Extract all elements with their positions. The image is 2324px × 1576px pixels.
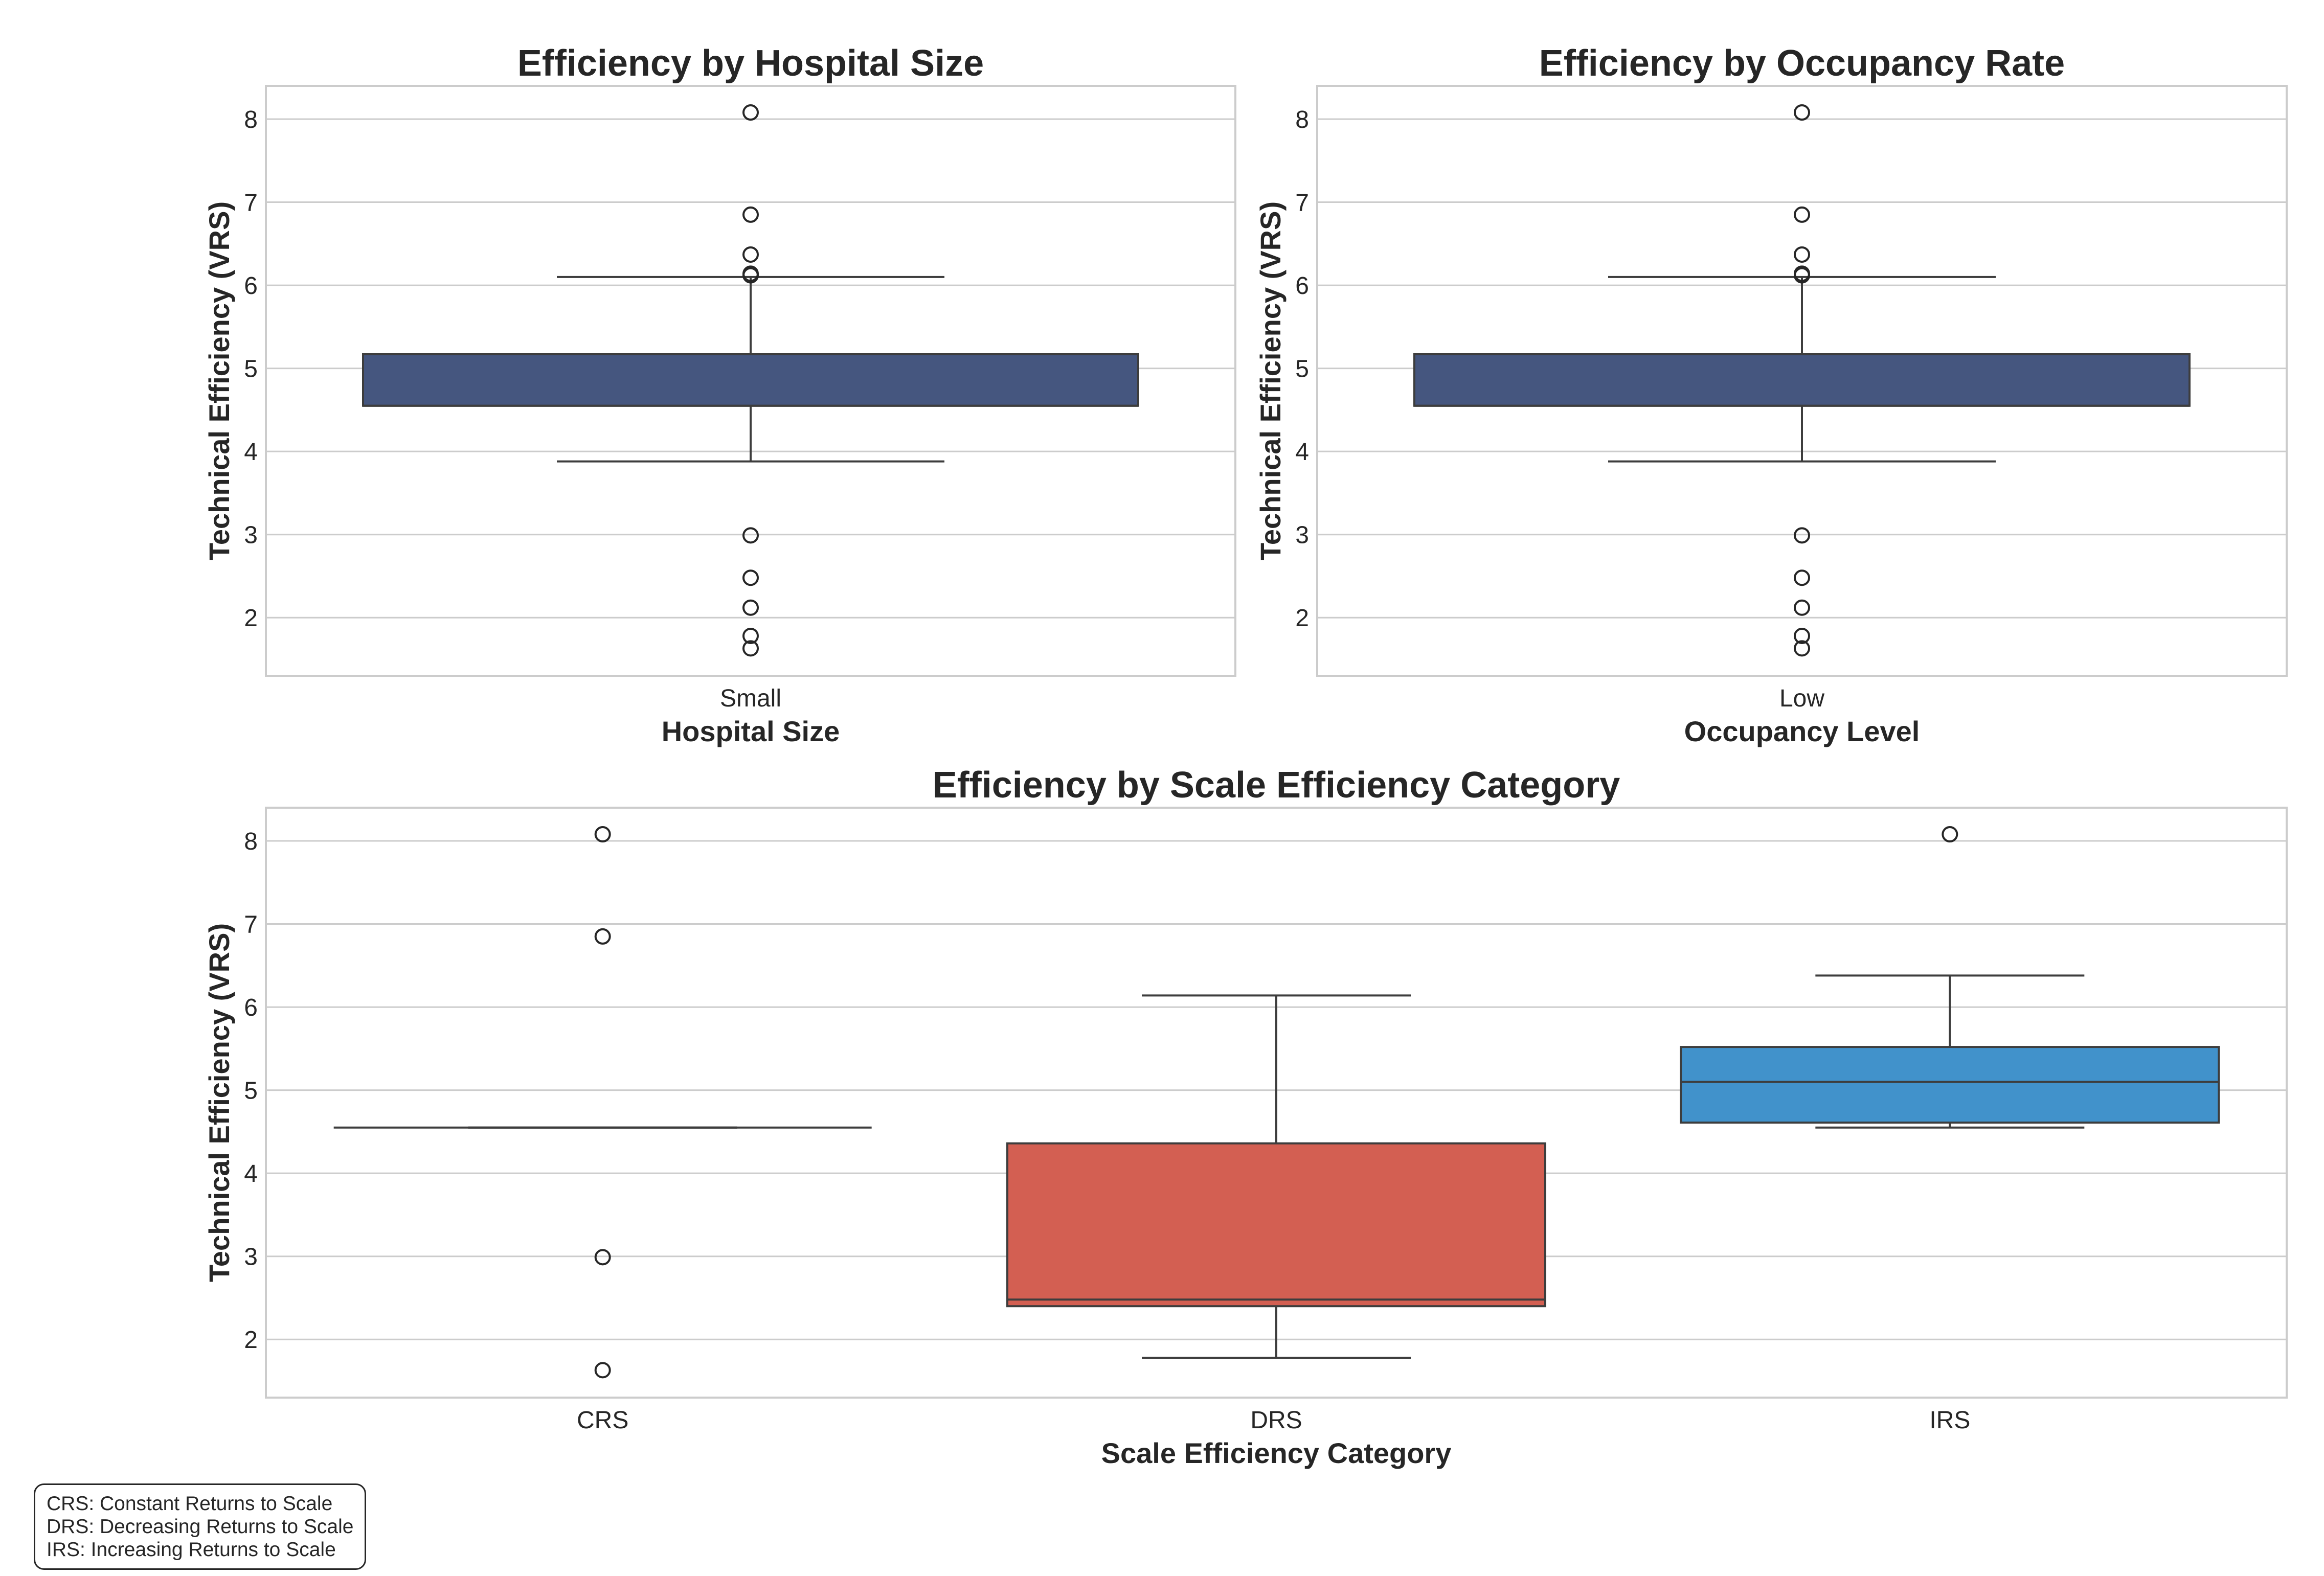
chart-title: Efficiency by Hospital Size bbox=[517, 43, 984, 84]
x-tick-label: Small bbox=[720, 685, 781, 712]
box-small bbox=[362, 353, 1139, 407]
legend-line-drs: DRS: Decreasing Returns to Scale bbox=[47, 1516, 354, 1538]
y-tick-label: 5 bbox=[244, 1078, 258, 1105]
outlier-point bbox=[594, 1249, 611, 1266]
x-tick-label: DRS bbox=[1250, 1407, 1302, 1434]
x-axis-title: Scale Efficiency Category bbox=[1101, 1437, 1452, 1469]
x-axis-title: Hospital Size bbox=[662, 715, 840, 747]
chart-title: Efficiency by Scale Efficiency Category bbox=[933, 765, 1620, 806]
y-tick-label: 2 bbox=[244, 605, 258, 632]
outlier-point bbox=[742, 206, 759, 223]
x-axis-title: Occupancy Level bbox=[1684, 715, 1920, 747]
x-tick-label: CRS bbox=[577, 1407, 628, 1434]
outlier-point bbox=[594, 1362, 611, 1379]
y-tick-label: 3 bbox=[1295, 522, 1309, 549]
outlier-point bbox=[742, 267, 759, 284]
box-irs bbox=[1680, 1046, 2220, 1124]
outlier-point bbox=[742, 640, 759, 657]
outlier-point bbox=[1794, 104, 1810, 121]
outlier-point bbox=[1794, 246, 1810, 263]
y-tick-label: 5 bbox=[1295, 356, 1309, 383]
y-tick-label: 4 bbox=[1295, 439, 1309, 466]
y-tick-label: 3 bbox=[244, 522, 258, 549]
y-axis-title: Technical Efficiency (VRS) bbox=[203, 923, 235, 1282]
plot-frame bbox=[265, 85, 1236, 677]
box-low bbox=[1413, 353, 2191, 407]
plot-frame bbox=[265, 807, 2288, 1399]
y-tick-label: 3 bbox=[244, 1244, 258, 1271]
chart-title: Efficiency by Occupancy Rate bbox=[1539, 43, 2065, 84]
y-tick-label: 8 bbox=[1295, 106, 1309, 133]
y-tick-label: 6 bbox=[1295, 272, 1309, 300]
y-tick-label: 7 bbox=[1295, 190, 1309, 217]
y-tick-label: 4 bbox=[244, 1160, 258, 1187]
outlier-point bbox=[1794, 599, 1810, 616]
panel-hospital-size: 2 3 4 5 6 7 8 Small Efficiency by Hospital Size H… bbox=[203, 43, 1236, 747]
y-tick-label: 8 bbox=[244, 106, 258, 133]
outlier-point bbox=[742, 104, 759, 121]
legend-line-irs: IRS: Increasing Returns to Scale bbox=[47, 1539, 336, 1561]
outlier-point bbox=[742, 627, 759, 644]
outlier-point bbox=[742, 599, 759, 616]
legend-line-crs: CRS: Constant Returns to Scale bbox=[47, 1493, 333, 1515]
outlier-point bbox=[742, 246, 759, 263]
outlier-point bbox=[742, 527, 759, 544]
x-tick-label: Low bbox=[1779, 685, 1824, 712]
outlier-point bbox=[1942, 826, 1958, 843]
y-tick-label: 2 bbox=[1295, 605, 1309, 632]
box-drs bbox=[1006, 1142, 1546, 1308]
outlier-point bbox=[594, 826, 611, 843]
x-tick-label: IRS bbox=[1929, 1407, 1970, 1434]
outlier-point bbox=[1794, 206, 1810, 223]
y-tick-label: 5 bbox=[244, 356, 258, 383]
panel-occupancy-rate: 2 3 4 5 6 7 8 Low Efficiency by Occupancy Rate Oc… bbox=[1254, 43, 2288, 747]
y-tick-label: 4 bbox=[244, 439, 258, 466]
y-axis-title: Technical Efficiency (VRS) bbox=[203, 201, 235, 560]
y-tick-label: 6 bbox=[244, 994, 258, 1021]
outlier-point bbox=[1794, 640, 1810, 657]
outlier-point bbox=[1794, 569, 1810, 586]
outlier-point bbox=[1794, 267, 1810, 284]
plot-frame bbox=[1316, 85, 2288, 677]
outlier-point bbox=[1794, 527, 1810, 544]
abbreviation-legend: CRS: Constant Returns to Scale DRS: Decr… bbox=[34, 1483, 367, 1570]
outlier-point bbox=[1794, 627, 1810, 644]
panel-scale-efficiency: 2 3 4 5 6 7 8 CRS DRS IRS Efficiency by Scale Effi… bbox=[203, 765, 2288, 1469]
y-tick-label: 6 bbox=[244, 272, 258, 300]
outlier-point bbox=[742, 569, 759, 586]
y-tick-label: 2 bbox=[244, 1327, 258, 1354]
outlier-point bbox=[594, 928, 611, 945]
y-tick-label: 8 bbox=[244, 828, 258, 855]
y-tick-label: 7 bbox=[244, 190, 258, 217]
y-axis-title: Technical Efficiency (VRS) bbox=[1254, 201, 1287, 560]
y-tick-label: 7 bbox=[244, 911, 258, 939]
